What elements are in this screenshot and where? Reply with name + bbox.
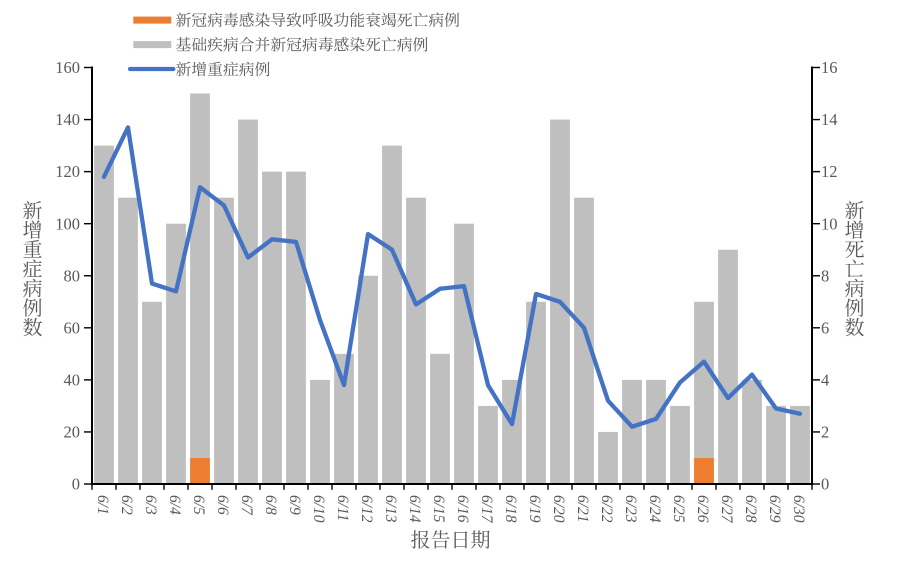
svg-text:2: 2 [821,423,829,442]
svg-text:6/5: 6/5 [190,495,207,515]
svg-text:160: 160 [55,58,80,77]
svg-text:60: 60 [64,318,81,337]
svg-text:6/4: 6/4 [166,495,183,515]
svg-text:6/15: 6/15 [430,495,447,523]
svg-text:6: 6 [821,318,829,337]
svg-text:10: 10 [821,214,838,233]
svg-text:6/24: 6/24 [646,495,663,523]
svg-text:40: 40 [64,370,81,389]
svg-text:6/3: 6/3 [142,495,159,515]
svg-text:6/11: 6/11 [334,495,351,521]
svg-text:6/12: 6/12 [358,495,375,523]
svg-text:100: 100 [55,214,80,233]
svg-text:6/26: 6/26 [694,495,711,523]
svg-text:120: 120 [55,162,80,181]
svg-text:0: 0 [821,475,829,494]
svg-text:6/25: 6/25 [670,495,687,523]
svg-text:80: 80 [64,266,81,285]
svg-text:6/7: 6/7 [238,495,255,516]
svg-text:6/27: 6/27 [718,495,735,524]
svg-text:0: 0 [72,475,80,494]
svg-text:6/20: 6/20 [550,495,567,523]
svg-text:6/6: 6/6 [214,495,231,515]
svg-text:6/22: 6/22 [598,495,615,523]
svg-text:6/19: 6/19 [526,495,543,523]
svg-text:16: 16 [821,58,838,77]
svg-text:6/14: 6/14 [406,495,423,523]
svg-text:6/21: 6/21 [574,495,591,523]
svg-text:6/9: 6/9 [286,495,303,515]
svg-text:14: 14 [821,110,838,129]
svg-text:6/23: 6/23 [622,495,639,523]
svg-text:6/13: 6/13 [382,495,399,523]
svg-text:6/8: 6/8 [262,495,279,515]
svg-text:20: 20 [64,423,81,442]
svg-text:6/30: 6/30 [790,495,807,523]
svg-text:6/29: 6/29 [766,495,783,523]
svg-text:6/2: 6/2 [118,495,135,515]
svg-text:4: 4 [821,370,829,389]
svg-text:6/17: 6/17 [478,495,495,524]
svg-text:6/1: 6/1 [94,495,111,515]
svg-text:12: 12 [821,162,838,181]
svg-text:6/18: 6/18 [502,495,519,523]
svg-text:6/16: 6/16 [454,495,471,523]
svg-text:140: 140 [55,110,80,129]
svg-text:6/28: 6/28 [742,495,759,523]
svg-text:6/10: 6/10 [310,495,327,523]
svg-text:8: 8 [821,266,829,285]
